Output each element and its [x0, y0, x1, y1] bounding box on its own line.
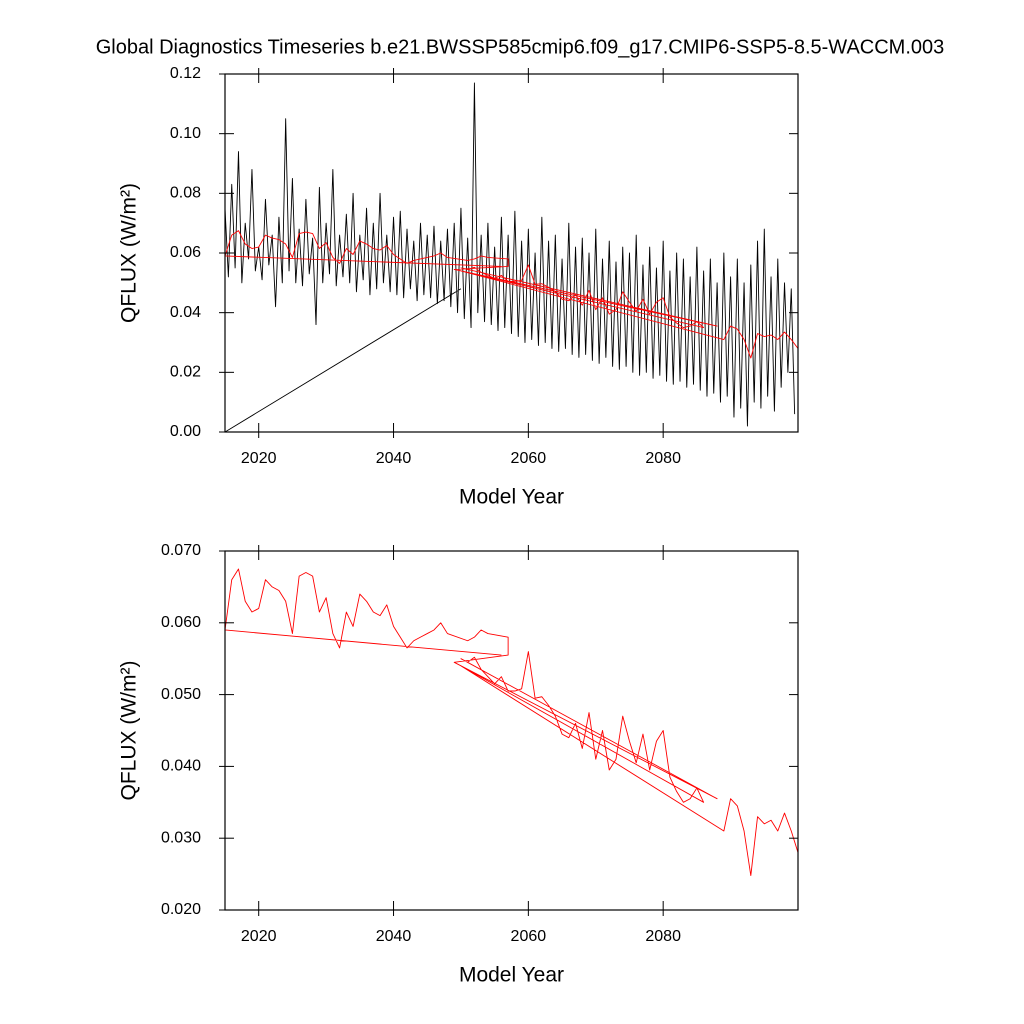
x-tick-label: 2060 — [511, 928, 547, 945]
plot-frame — [224, 550, 799, 911]
y-tick-label: 0.070 — [161, 542, 201, 559]
y-tick-label: 0.02 — [170, 364, 201, 381]
y-tick-label: 0.06 — [170, 244, 201, 261]
plot-area — [225, 568, 798, 876]
y-tick-label: 0.04 — [170, 304, 201, 321]
chart-title: Global Diagnostics Timeseries b.e21.BWSS… — [96, 36, 945, 58]
data-line — [225, 568, 798, 876]
y-tick-label: 0.08 — [170, 185, 201, 202]
x-tick-label: 2020 — [241, 450, 277, 467]
y-tick-label: 0.050 — [161, 686, 201, 703]
y-axis-title: QFLUX (W/m²) — [118, 183, 141, 323]
plot-area — [225, 82, 798, 432]
x-axis-title: Model Year — [459, 486, 564, 509]
x-tick-label: 2040 — [376, 928, 412, 945]
x-tick-label: 2060 — [511, 450, 547, 467]
x-tick-label: 2040 — [376, 450, 412, 467]
data-line — [225, 230, 798, 359]
y-tick-label: 0.12 — [170, 65, 201, 82]
y-tick-label: 0.040 — [161, 758, 201, 775]
y-tick-label: 0.10 — [170, 125, 201, 142]
x-tick-label: 2080 — [645, 450, 681, 467]
y-tick-label: 0.030 — [161, 829, 201, 846]
data-line — [225, 82, 796, 432]
y-tick-label: 0.060 — [161, 614, 201, 631]
y-axis-title: QFLUX (W/m²) — [118, 661, 141, 801]
y-tick-label: 0.020 — [161, 901, 201, 918]
x-tick-label: 2080 — [645, 928, 681, 945]
y-tick-label: 0.00 — [170, 423, 201, 440]
x-axis-title: Model Year — [459, 964, 564, 987]
x-tick-label: 2020 — [241, 928, 277, 945]
